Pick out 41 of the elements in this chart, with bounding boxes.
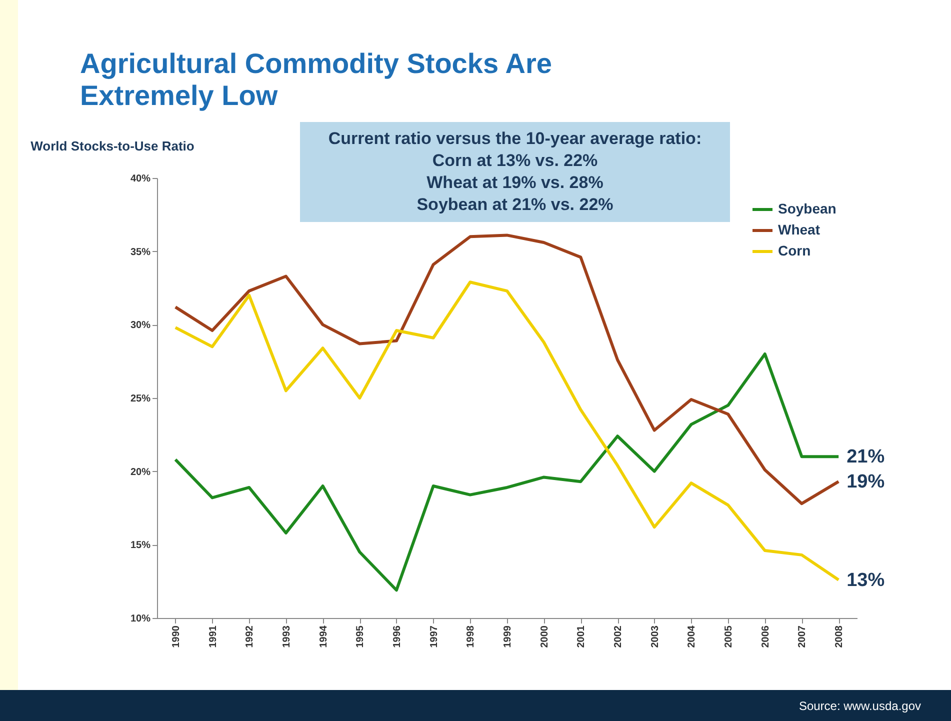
x-tick-label: 1993 (281, 625, 292, 648)
x-tick-label: 2003 (650, 625, 661, 648)
data-label: 13% (846, 570, 885, 591)
data-label: 19% (846, 472, 885, 493)
x-tick-label: 1998 (466, 625, 477, 648)
x-tick-label: 1991 (208, 625, 219, 648)
line-series (174, 280, 840, 582)
y-tick-label: 20% (130, 466, 151, 478)
source-note: Source: www.usda.gov (798, 699, 921, 713)
x-tick-label: 2000 (539, 625, 550, 648)
note-panel: Current ratio versus the 10-year average ratio: Corn at 13% vs. 22% Wheat at 19% vs. 28% Soybean at 21% vs. 22% (300, 122, 730, 222)
x-tick-label: 2002 (613, 625, 624, 648)
x-tick-label: 1995 (355, 625, 366, 648)
y-tick-label: 15% (130, 540, 151, 552)
annotation: Wheat at 19% vs. 28% (426, 172, 604, 194)
x-tick-label: 2006 (760, 625, 772, 648)
x-tick-label: 1997 (428, 625, 440, 648)
annotation: Soybean at 21% vs. 22% (416, 194, 614, 216)
x-tick-label: 1996 (392, 625, 403, 648)
y-tick-label: 25% (130, 394, 151, 404)
x-tick-label: 1994 (318, 625, 330, 648)
legend-label: Wheat (778, 222, 820, 238)
x-tick-label: 2005 (724, 625, 735, 648)
x-tick-label: 2001 (576, 625, 588, 648)
data-label: 21% (846, 446, 885, 468)
y-axis-title: World Stocks-to-Use Ratio (30, 138, 194, 154)
x-tick-label: 2007 (797, 625, 808, 648)
legend-label: Soybean (778, 200, 836, 216)
x-tick-label: 1990 (170, 625, 182, 648)
x-tick-label: 1992 (244, 625, 256, 648)
y-tick-label: 40% (130, 174, 151, 184)
y-tick-label: 30% (130, 320, 151, 332)
x-tick-label: 2004 (686, 625, 698, 648)
x-tick-label: 1999 (502, 625, 514, 648)
y-tick-label: 35% (130, 246, 151, 258)
line-series (174, 352, 840, 592)
chart-title: Agricultural Commodity Stocks Are Extremely Low (80, 48, 553, 112)
x-tick-label: 2008 (834, 625, 846, 648)
y-tick-label: 10% (130, 614, 151, 624)
line-series (174, 234, 840, 506)
legend-label: Corn (778, 242, 811, 258)
